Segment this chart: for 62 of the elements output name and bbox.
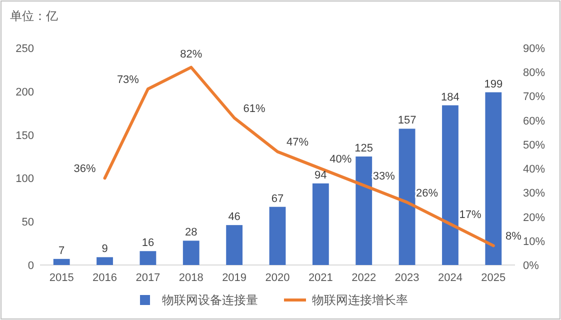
data-label: 28 bbox=[185, 226, 198, 239]
data-label: 47% bbox=[286, 136, 309, 149]
x-tick-label: 2025 bbox=[481, 272, 506, 284]
data-label: 8% bbox=[505, 230, 522, 243]
y2-tick-label: 20% bbox=[523, 212, 546, 224]
data-label: 82% bbox=[180, 48, 202, 60]
data-label: 157 bbox=[398, 114, 416, 127]
bar bbox=[356, 156, 372, 265]
bar bbox=[312, 183, 329, 265]
y2-tick-label: 70% bbox=[523, 91, 546, 104]
bar bbox=[182, 240, 200, 265]
legend-label: 物联网连接增长率 bbox=[312, 293, 408, 307]
y2-tick-label: 90% bbox=[523, 43, 546, 55]
y-tick-label: 50 bbox=[22, 216, 34, 229]
data-label: 67 bbox=[271, 192, 284, 205]
bar bbox=[442, 105, 458, 265]
data-label: 61% bbox=[243, 102, 266, 115]
x-tick-label: 2024 bbox=[438, 272, 462, 284]
text: 单位：亿 bbox=[10, 9, 58, 23]
x-tick-label: 2021 bbox=[308, 272, 333, 284]
bar bbox=[398, 128, 416, 265]
data-label: 94 bbox=[314, 169, 327, 182]
data-label: 7 bbox=[58, 244, 65, 257]
y2-tick-label: 80% bbox=[523, 67, 546, 80]
x-tick-label: 2015 bbox=[49, 272, 74, 284]
y-tick-label: 250 bbox=[16, 43, 34, 55]
x-tick-label: 2023 bbox=[394, 272, 420, 284]
data-label: 9 bbox=[102, 243, 108, 256]
bar bbox=[485, 92, 502, 265]
data-label: 17% bbox=[459, 209, 482, 222]
bar bbox=[96, 257, 113, 265]
data-label: 16 bbox=[142, 237, 154, 250]
data-label: 184 bbox=[441, 91, 460, 104]
data-label: 26% bbox=[416, 187, 438, 200]
y-tick-label: 200 bbox=[16, 86, 34, 98]
data-label: 36% bbox=[74, 163, 96, 176]
x-tick-label: 2018 bbox=[178, 272, 204, 284]
x-tick-label: 2017 bbox=[136, 272, 160, 284]
y2-tick-label: 40% bbox=[523, 164, 546, 176]
bar bbox=[226, 225, 243, 265]
bar bbox=[269, 206, 286, 265]
y-tick-label: 100 bbox=[16, 173, 34, 186]
y2-tick-label: 50% bbox=[523, 139, 546, 152]
x-tick-label: 2022 bbox=[352, 272, 376, 284]
x-tick-label: 2019 bbox=[222, 272, 247, 284]
data-label: 33% bbox=[372, 170, 396, 182]
x-tick-label: 2020 bbox=[265, 272, 290, 284]
y2-tick-label: 0% bbox=[523, 260, 540, 272]
data-label: 125 bbox=[354, 142, 374, 154]
y2-tick-label: 30% bbox=[523, 188, 546, 200]
y2-tick-label: 10% bbox=[523, 236, 546, 248]
data-label: 46 bbox=[228, 211, 240, 224]
y-tick-label: 0 bbox=[28, 260, 34, 272]
bar bbox=[140, 251, 156, 265]
y-tick-label: 150 bbox=[16, 130, 34, 142]
data-label: 199 bbox=[484, 78, 503, 90]
bar bbox=[53, 258, 70, 265]
legend-label: 物联网设备连接量 bbox=[162, 293, 258, 307]
data-label: 73% bbox=[116, 74, 140, 86]
x-tick-label: 2016 bbox=[92, 272, 118, 284]
y2-tick-label: 60% bbox=[523, 115, 546, 128]
data-label: 40% bbox=[330, 154, 352, 166]
